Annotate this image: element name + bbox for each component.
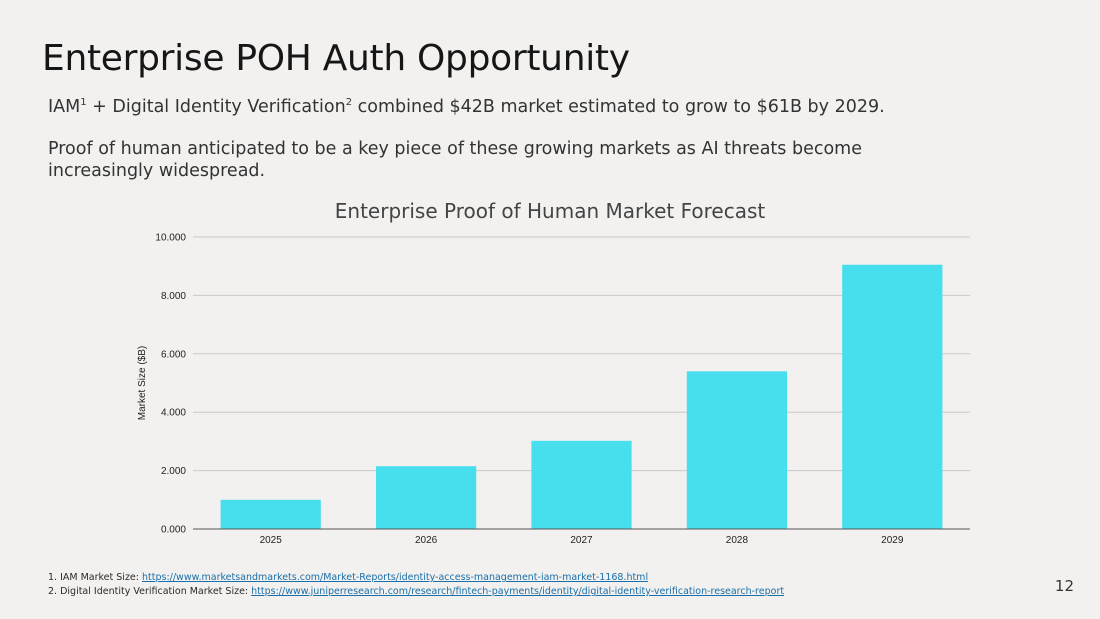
bar — [375, 466, 477, 529]
bar — [842, 264, 943, 529]
market-growth-text: combined $42B market estimated to grow t… — [352, 97, 885, 117]
y-tick-label: 4.000 — [161, 408, 186, 419]
footnote-2: 2. Digital Identity Verification Market … — [48, 585, 784, 599]
footnote-1-link[interactable]: https://www.marketsandmarkets.com/Market… — [142, 572, 649, 583]
x-tick-label: 2025 — [260, 535, 283, 546]
proof-of-human-statement: Proof of human anticipated to be a key p… — [48, 139, 862, 181]
div-label: + Digital Identity Verification — [86, 97, 346, 117]
y-axis-label: Market Size ($B) — [137, 346, 148, 420]
slide-title: Enterprise POH Auth Opportunity — [42, 38, 630, 79]
iam-label: IAM — [48, 97, 81, 117]
market-summary-line: IAM1 + Digital Identity Verification2 co… — [48, 96, 1048, 118]
footnote-ref-1: 1 — [80, 97, 87, 109]
footnote-1: 1. IAM Market Size: https://www.marketsa… — [48, 571, 784, 585]
x-tick-label: 2029 — [881, 535, 904, 546]
bar — [531, 440, 632, 529]
footnote-2-label: 2. Digital Identity Verification Market … — [48, 586, 252, 597]
y-tick-label: 2.000 — [161, 466, 186, 477]
footnote-1-label: 1. IAM Market Size: — [48, 572, 142, 583]
footnote-2-link[interactable]: https://www.juniperresearch.com/research… — [251, 586, 785, 597]
x-tick-label: 2028 — [726, 535, 749, 546]
bar — [220, 499, 321, 529]
x-tick-label: 2027 — [570, 535, 593, 546]
y-tick-label: 6.000 — [161, 349, 186, 360]
footnotes: 1. IAM Market Size: https://www.marketsa… — [48, 571, 784, 599]
footnote-ref-2: 2 — [345, 97, 353, 109]
y-tick-label: 8.000 — [161, 291, 186, 302]
page-number: 12 — [1054, 577, 1074, 595]
y-tick-label: 0.000 — [161, 525, 186, 536]
chart-title: Enterprise Proof of Human Market Forecas… — [334, 199, 766, 223]
y-tick-label: 10.000 — [155, 233, 186, 244]
x-tick-label: 2026 — [415, 535, 438, 546]
bar — [686, 371, 788, 529]
